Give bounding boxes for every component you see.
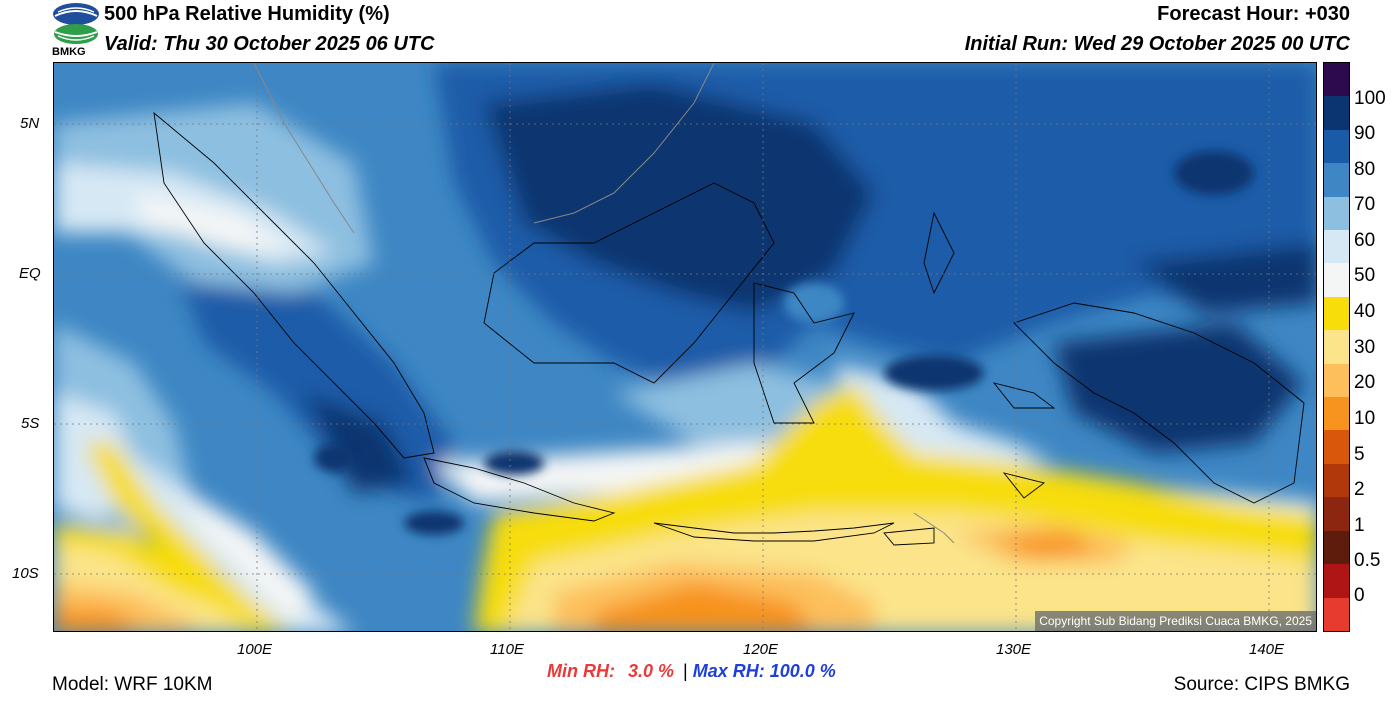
- colorbar-segment: [1324, 530, 1349, 565]
- lon-tick-110e: 110E: [490, 641, 524, 658]
- initial-run: Initial Run: Wed 29 October 2025 00 UTC: [964, 33, 1350, 55]
- colorbar-segment: [1324, 63, 1349, 97]
- page-title: 500 hPa Relative Humidity (%): [104, 3, 390, 25]
- max-rh-label: Max RH: 100.0 %: [692, 661, 836, 681]
- colorbar-segment: [1324, 263, 1349, 297]
- lon-tick-140e: 140E: [1249, 641, 1285, 658]
- forecast-hour: Forecast Hour: +030: [1157, 3, 1350, 25]
- humidity-field: [54, 63, 1316, 631]
- colorbar-segment: [1324, 363, 1349, 398]
- colorbar-segment: [1324, 296, 1349, 331]
- model-label: Model: WRF 10KM: [52, 674, 213, 695]
- humidity-map: Copyright Sub Bidang Prediksi Cuaca BMKG…: [53, 62, 1317, 632]
- colorbar-segment: [1324, 129, 1349, 164]
- lon-tick-120e: 120E: [743, 641, 779, 658]
- colorbar-label-10: 10: [1354, 408, 1376, 429]
- colorbar-segment: [1324, 463, 1349, 498]
- colorbar-label-90: 90: [1354, 123, 1376, 144]
- lat-tick-10s: 10S: [12, 565, 39, 582]
- colorbar-label-20: 20: [1354, 372, 1376, 393]
- logo-text: BMKG: [52, 46, 86, 58]
- min-rh-value: 3.0 %: [628, 661, 675, 681]
- colorbar-segment: [1324, 330, 1349, 364]
- lon-tick-130e: 130E: [996, 641, 1032, 658]
- bmkg-logo: [52, 2, 100, 60]
- colorbar-label-80: 80: [1354, 159, 1376, 180]
- rh-separator: |: [683, 661, 688, 681]
- colorbar-label-50: 50: [1354, 265, 1376, 286]
- lat-tick-5s: 5S: [21, 415, 40, 432]
- colorbar-segment: [1324, 96, 1349, 130]
- colorbar-label-60: 60: [1354, 230, 1376, 251]
- source-label: Source: CIPS BMKG: [1173, 674, 1350, 695]
- colorbar-label-1: 1: [1354, 515, 1365, 536]
- copyright-label: Copyright Sub Bidang Prediksi Cuaca BMKG…: [1035, 611, 1316, 631]
- colorbar-label-30: 30: [1354, 337, 1376, 358]
- valid-time: Valid: Thu 30 October 2025 06 UTC: [104, 33, 435, 55]
- colorbar-segment: [1324, 230, 1349, 264]
- colorbar-segment: [1324, 497, 1349, 531]
- colorbar-segment: [1324, 597, 1349, 631]
- min-rh-label: Min RH:: [547, 661, 615, 681]
- colorbar-label-5: 5: [1354, 444, 1365, 465]
- colorbar-label-2: 2: [1354, 479, 1365, 500]
- colorbar-label-0: 0: [1354, 585, 1365, 606]
- colorbar-label-40: 40: [1354, 301, 1376, 322]
- colorbar-segment: [1324, 163, 1349, 197]
- lat-tick-5n: 5N: [20, 115, 40, 132]
- colorbar-segment: [1324, 564, 1349, 598]
- colorbar-segment: [1324, 430, 1349, 464]
- colorbar-label-0-5: 0.5: [1354, 550, 1381, 571]
- colorbar-label-100: 100: [1354, 88, 1386, 109]
- lat-tick-eq: EQ: [19, 265, 41, 282]
- colorbar: [1323, 62, 1350, 632]
- colorbar-segment: [1324, 397, 1349, 431]
- lon-tick-100e: 100E: [237, 641, 273, 658]
- colorbar-segment: [1324, 196, 1349, 231]
- colorbar-label-70: 70: [1354, 194, 1376, 215]
- rh-stats: Min RH: 3.0 % | Max RH: 100.0 %: [547, 661, 836, 682]
